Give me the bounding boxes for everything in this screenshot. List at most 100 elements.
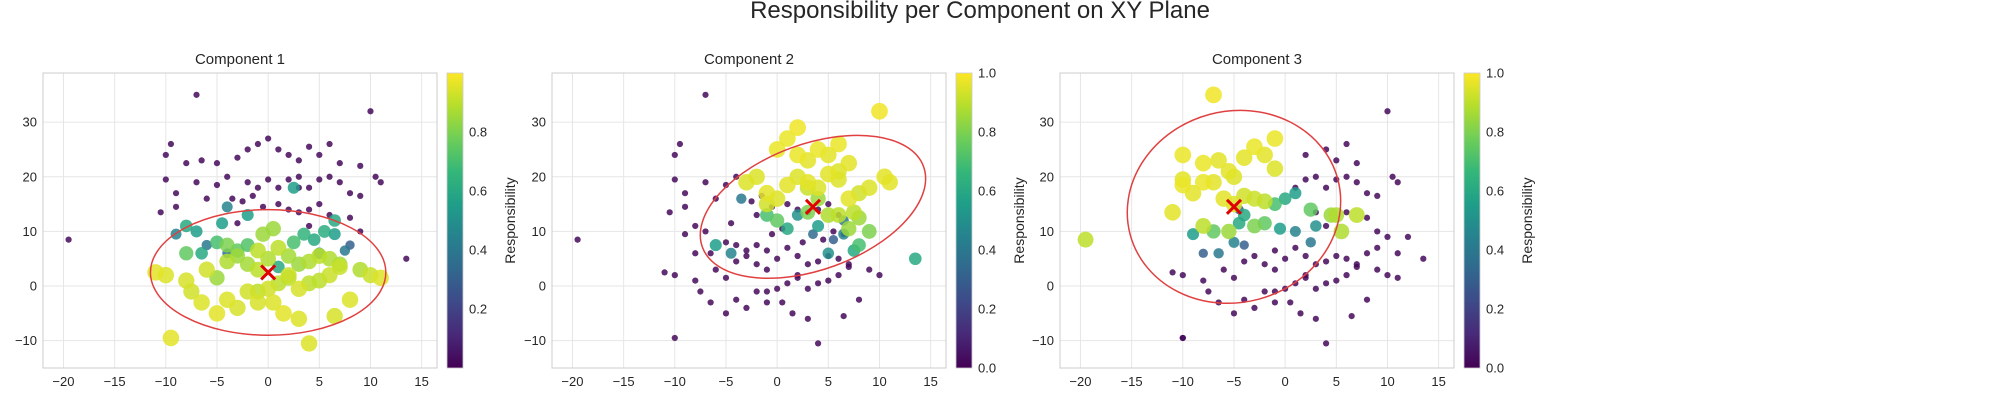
colorbar-tick-label: 0.6 xyxy=(978,184,996,199)
colorbar-gradient xyxy=(955,72,973,369)
scatter-point xyxy=(1363,250,1371,257)
scatter-point xyxy=(295,157,302,164)
scatter-point xyxy=(822,247,835,260)
scatter-point xyxy=(1287,299,1294,306)
scatter-point xyxy=(763,288,771,295)
scatter-point xyxy=(1251,304,1258,312)
scatter-point xyxy=(224,173,231,180)
scatter-point xyxy=(743,304,750,312)
scatter-point xyxy=(692,277,699,284)
scatter-point xyxy=(1247,218,1262,234)
figure-title: Responsibility per Component on XY Plane xyxy=(750,0,1210,24)
scatter-point xyxy=(709,239,722,252)
scatter-point xyxy=(287,181,300,194)
scatter-point xyxy=(779,299,786,306)
scatter-point xyxy=(1322,258,1330,265)
colorbar-tick-label: 0.4 xyxy=(469,243,487,258)
scatter-point xyxy=(265,294,282,311)
x-tick-label: −5 xyxy=(210,374,225,389)
scatter-point xyxy=(758,184,776,202)
scatter-point xyxy=(794,252,801,260)
scatter-point xyxy=(297,227,311,241)
scatter-point xyxy=(305,143,313,150)
scatter-point xyxy=(346,214,354,221)
scatter-point xyxy=(784,280,791,287)
scatter-point xyxy=(1333,223,1350,240)
scatter-point xyxy=(736,193,747,204)
axes-frame xyxy=(42,72,438,369)
scatter-point xyxy=(280,267,297,284)
colorbar-tick-label: 1.0 xyxy=(978,66,996,81)
scatter-point xyxy=(1194,154,1212,172)
scatter-point xyxy=(216,217,229,230)
scatter-point xyxy=(1271,266,1279,273)
scatter-series xyxy=(65,91,410,352)
scatter-point xyxy=(270,239,287,256)
scatter-point xyxy=(239,198,246,205)
x-tick-label: −5 xyxy=(719,374,734,389)
scatter-point xyxy=(239,283,256,300)
scatter-point xyxy=(1302,252,1309,260)
scatter-point xyxy=(213,181,221,189)
scatter-point xyxy=(840,190,858,207)
scatter-point xyxy=(707,250,714,257)
colorbar-tick-label: 0.0 xyxy=(1486,361,1504,376)
scatter-point xyxy=(219,237,235,253)
scatter-point xyxy=(1374,244,1381,251)
scatter-point xyxy=(1289,225,1301,237)
scatter-point xyxy=(1210,152,1227,169)
scatter-point xyxy=(179,246,194,261)
scatter-point xyxy=(241,209,254,222)
scatter-point xyxy=(799,239,806,246)
scatter-point xyxy=(275,305,292,322)
scatter-point xyxy=(1271,247,1279,254)
scatter-point xyxy=(702,91,709,98)
x-tick-label: 15 xyxy=(923,374,937,389)
scatter-point xyxy=(1348,312,1355,320)
scatter-point xyxy=(1282,255,1289,262)
scatter-point xyxy=(1374,228,1381,235)
scatter-point xyxy=(748,198,755,205)
scatter-point xyxy=(265,135,272,142)
scatter-point xyxy=(305,184,313,191)
scatter-point xyxy=(249,242,266,259)
scatter-point xyxy=(820,165,837,183)
scatter-point xyxy=(295,173,302,180)
scatter-point xyxy=(1174,146,1192,164)
scatter-point xyxy=(814,280,822,287)
scatter-point xyxy=(285,176,292,183)
scatter-point xyxy=(234,220,241,227)
scatter-point xyxy=(1198,248,1208,258)
scatter-point xyxy=(722,181,730,189)
scatter-point xyxy=(1394,250,1401,257)
scatter-point xyxy=(692,222,699,230)
scatter-point xyxy=(727,220,735,227)
x-tick-label: −10 xyxy=(155,374,177,389)
scatter-point xyxy=(190,225,203,238)
scatter-point xyxy=(331,258,348,275)
scatter-point xyxy=(835,255,842,262)
scatter-point xyxy=(1213,248,1224,259)
scatter-point xyxy=(1239,240,1249,250)
scatter-point xyxy=(753,288,760,295)
scatter-point xyxy=(198,261,215,278)
scatter-point xyxy=(1343,272,1350,279)
scatter-point xyxy=(1353,179,1360,186)
scatter-point xyxy=(1205,86,1222,104)
scatter-point xyxy=(1169,269,1176,276)
scatter-point xyxy=(1363,296,1371,303)
scatter-point xyxy=(876,272,883,279)
scatter-point xyxy=(763,247,771,254)
covariance-ellipse xyxy=(699,134,927,280)
subplot-1: −20 −15 −10 −5 0 5 10 15 −10 0 10 20 30 Component 1 0.… xyxy=(15,51,518,389)
scatter-point xyxy=(290,280,308,297)
scatter-point xyxy=(367,108,374,115)
scatter-point xyxy=(316,176,323,183)
scatter-point xyxy=(1394,274,1401,281)
scatter-point xyxy=(1241,258,1248,265)
colorbar-tick-label: 0.2 xyxy=(1486,302,1504,317)
scatter-point xyxy=(1353,261,1360,268)
scatter-point xyxy=(830,228,837,235)
scatter-point xyxy=(357,192,364,200)
x-tick-label: −20 xyxy=(561,374,583,389)
